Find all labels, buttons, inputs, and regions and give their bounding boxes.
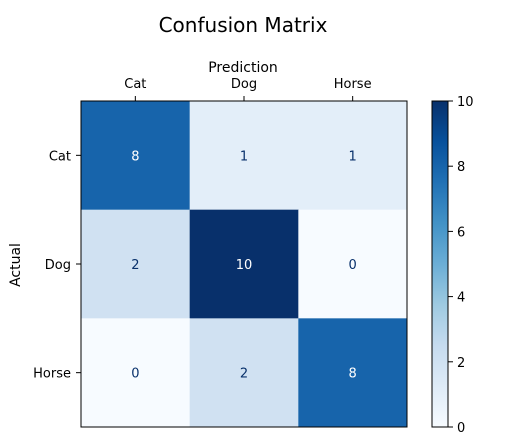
heatmap-cell xyxy=(189,209,299,319)
heatmap-cell xyxy=(81,101,191,211)
y-axis-label: Actual xyxy=(8,243,24,287)
heatmap-cell xyxy=(189,101,299,211)
heatmap-cell-value: 10 xyxy=(236,258,253,273)
y-axis-ticks: Cat Dog Horse xyxy=(33,149,81,382)
heatmap-cell-value: 0 xyxy=(349,258,357,273)
heatmap-cell-value: 0 xyxy=(131,367,139,382)
y-tick-label: Dog xyxy=(45,258,71,273)
colorbar-ticks: 0 2 4 6 8 10 xyxy=(448,95,474,436)
colorbar-tick-label: 2 xyxy=(457,356,465,371)
colorbar xyxy=(431,100,449,428)
plot-frame xyxy=(80,100,408,428)
heatmap-cell-value: 1 xyxy=(349,149,357,164)
y-tick-label: Horse xyxy=(33,367,71,382)
x-axis-label: Prediction xyxy=(208,60,278,76)
heatmap-cell xyxy=(81,318,191,428)
y-tick-label: Cat xyxy=(49,149,71,164)
colorbar-tick-label: 8 xyxy=(457,160,465,175)
heatmap-cell xyxy=(81,209,191,319)
x-tick-label: Dog xyxy=(231,77,257,92)
heatmap-cell-labels: 8 1 1 2 10 0 0 2 8 xyxy=(131,149,357,381)
heatmap-cell-value: 2 xyxy=(240,367,248,382)
x-tick-label: Cat xyxy=(124,77,146,92)
chart-title: Confusion Matrix xyxy=(159,13,328,37)
colorbar-tick-label: 6 xyxy=(457,225,465,240)
heatmap-cell-value: 1 xyxy=(240,149,248,164)
colorbar-tick-label: 4 xyxy=(457,291,465,306)
colorbar-tick-label: 0 xyxy=(457,421,465,436)
heatmap-cell xyxy=(298,209,408,319)
heatmap-cell-value: 8 xyxy=(131,149,139,164)
colorbar-tick-label: 10 xyxy=(457,95,474,110)
heatmap-cell xyxy=(189,318,299,428)
heatmap-cell-value: 2 xyxy=(131,258,139,273)
heatmap-cell-value: 8 xyxy=(349,367,357,382)
heatmap-cell xyxy=(298,101,408,211)
x-tick-label: Horse xyxy=(334,77,372,92)
heatmap-cells xyxy=(81,101,408,428)
x-axis-ticks: Cat Dog Horse xyxy=(124,77,372,101)
heatmap-cell xyxy=(298,318,408,428)
